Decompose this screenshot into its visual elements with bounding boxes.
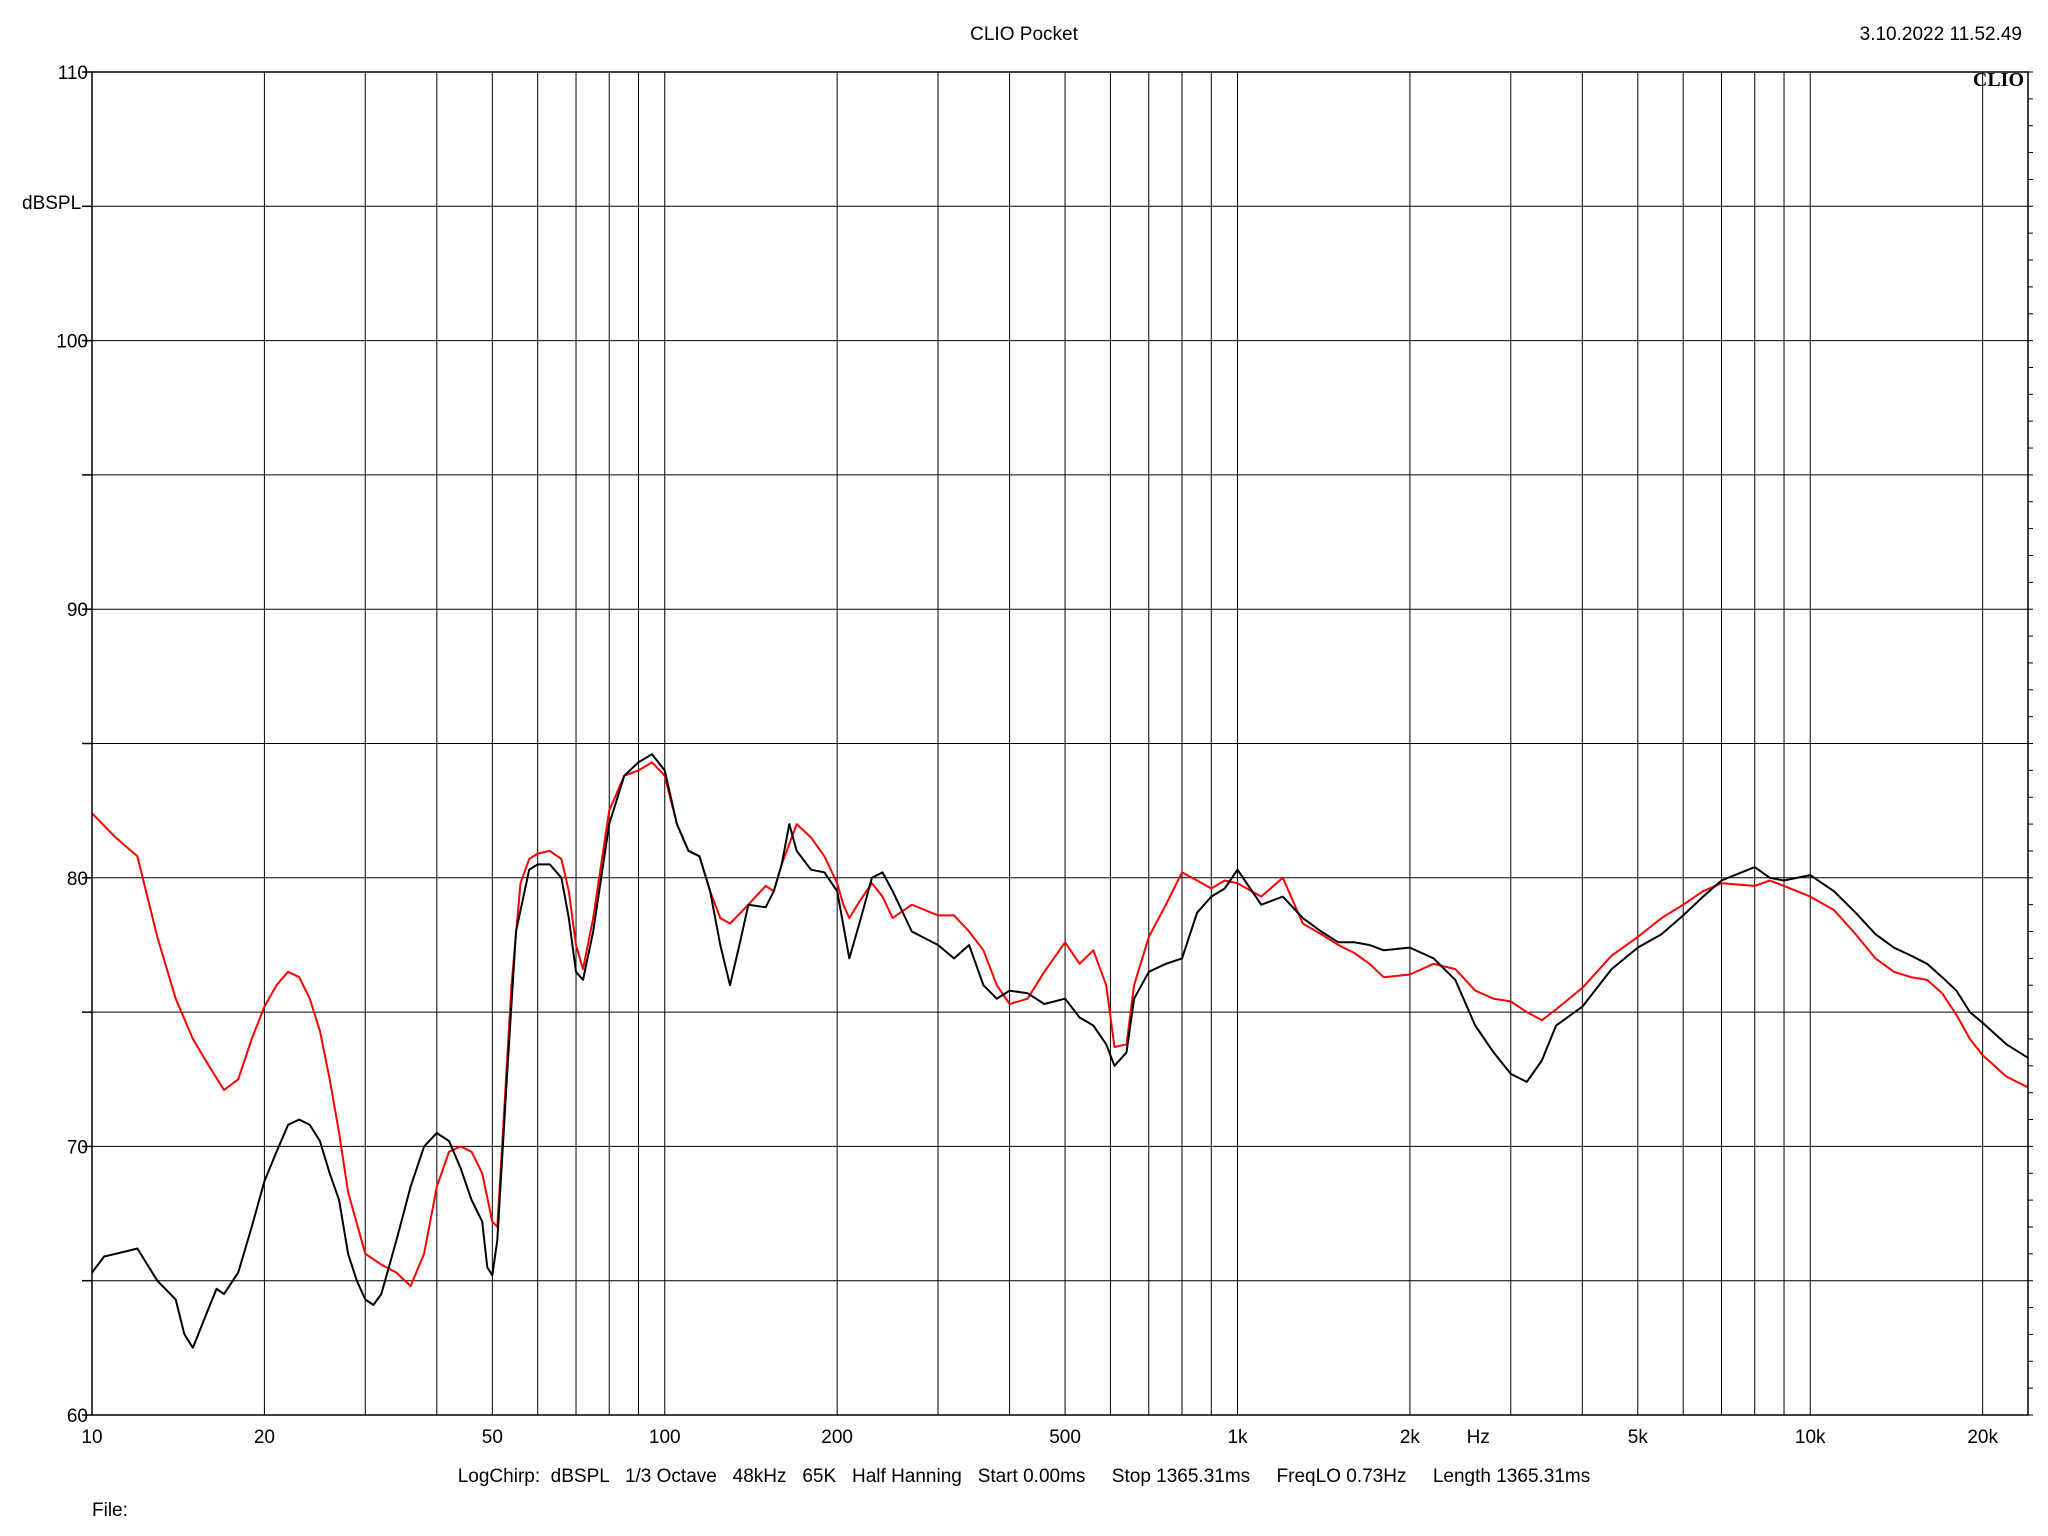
x-tick-label: 200 <box>821 1427 853 1448</box>
y-tick-label: 90 <box>67 600 88 621</box>
x-tick-label: 5k <box>1628 1427 1649 1448</box>
y-tick-label: 100 <box>56 332 88 353</box>
y-tick-label: 60 <box>67 1406 88 1427</box>
measurement-settings: LogChirp: dBSPL 1/3 Octave 48kHz 65K Hal… <box>457 1466 1591 1487</box>
chart-title: CLIO Pocket <box>970 24 1078 45</box>
y-tick-label: 110 <box>58 63 88 84</box>
x-axis-label: Hz <box>1467 1427 1490 1448</box>
y-tick-label: 70 <box>67 1137 88 1158</box>
timestamp: 3.10.2022 11.52.49 <box>1859 24 2022 45</box>
x-tick-label: 2k <box>1400 1427 1421 1448</box>
clio-watermark: CLIO <box>1973 69 2024 91</box>
y-axis-label: dBSPL <box>22 193 82 214</box>
series-line-2 <box>91 753 2029 1349</box>
x-tick-label: 20 <box>254 1427 275 1448</box>
x-tick-label: 1k <box>1227 1427 1248 1448</box>
x-tick-label: 20k <box>1967 1427 1998 1448</box>
plot-frame <box>91 71 2029 1416</box>
series-layer <box>91 753 2029 1349</box>
x-tick-label: 10k <box>1795 1427 1826 1448</box>
x-tick-label: 100 <box>649 1427 681 1448</box>
x-tick-labels: 10 20 50 100 200 500 1k 2k 5k 10k 20k <box>81 1427 1998 1448</box>
y-gridlines <box>82 71 2033 1416</box>
x-tick-label: 50 <box>482 1427 503 1448</box>
y-tick-labels: 60 70 80 90 100 110 <box>56 63 88 1427</box>
file-label: File: <box>92 1500 128 1521</box>
series-line-1 <box>91 761 2029 1288</box>
x-tick-label: 10 <box>81 1427 102 1448</box>
x-tick-label: 500 <box>1049 1427 1081 1448</box>
y-tick-label: 80 <box>67 869 88 890</box>
